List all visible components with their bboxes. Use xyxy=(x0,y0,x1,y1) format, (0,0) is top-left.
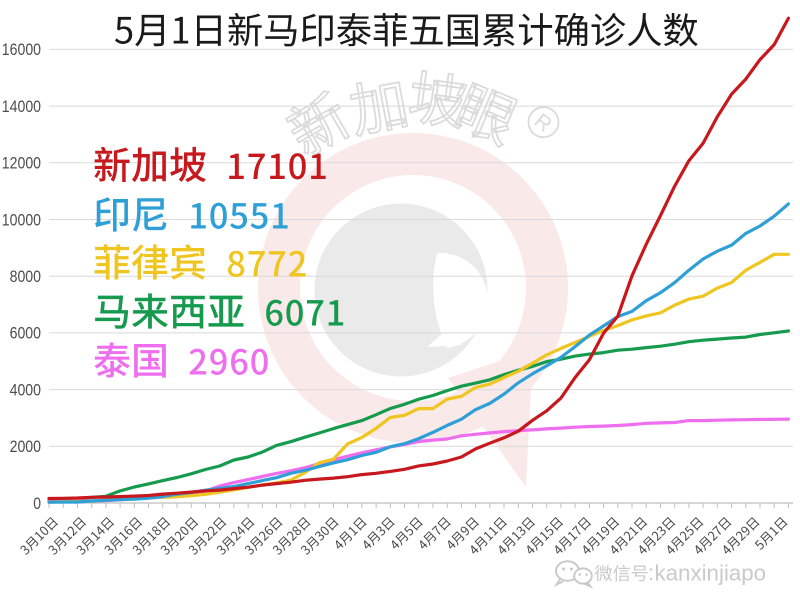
svg-text:12000: 12000 xyxy=(2,155,41,173)
svg-text:2000: 2000 xyxy=(10,438,41,456)
svg-text:10000: 10000 xyxy=(2,211,41,229)
svg-text:4000: 4000 xyxy=(10,381,41,399)
svg-text:16000: 16000 xyxy=(2,41,41,59)
svg-text:6000: 6000 xyxy=(10,325,41,343)
svg-text:14000: 14000 xyxy=(2,98,41,116)
svg-text:0: 0 xyxy=(33,495,41,513)
svg-text:kanxinjiapo: kanxinjiapo xyxy=(655,561,767,586)
svg-text:8000: 8000 xyxy=(10,268,41,286)
svg-text::: : xyxy=(648,562,654,585)
